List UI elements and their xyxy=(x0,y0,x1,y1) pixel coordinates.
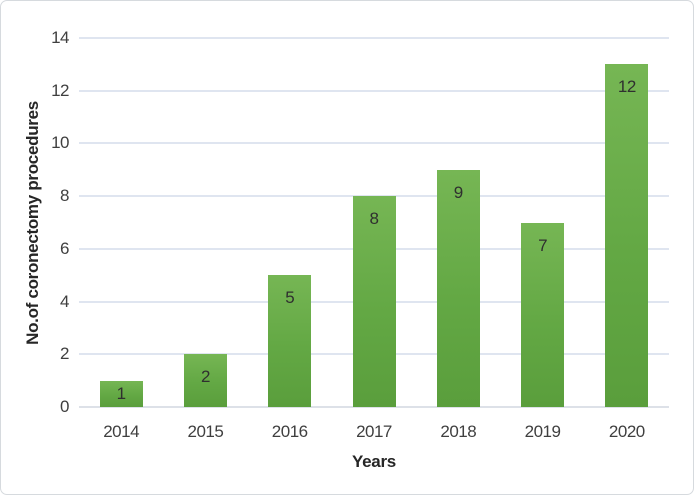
x-tick-label-2015: 2015 xyxy=(187,422,224,441)
x-axis-title: Years xyxy=(352,452,396,471)
bar-value-label: 12 xyxy=(617,77,636,97)
bar-2018: 9 xyxy=(436,169,480,407)
y-axis-title: No.of coronectomy procedures xyxy=(23,100,42,345)
y-tick-label-6: 6 xyxy=(60,238,69,258)
gridline-y-0 xyxy=(79,406,669,408)
x-tick-label-2014: 2014 xyxy=(103,422,140,441)
bar-2016: 5 xyxy=(268,275,312,407)
x-tick-label-2016: 2016 xyxy=(271,422,308,441)
x-tick-label-2017: 2017 xyxy=(356,422,392,441)
x-tick-label-2019: 2019 xyxy=(524,422,561,441)
bar-2019: 7 xyxy=(521,222,565,407)
bar-value-label: 7 xyxy=(538,235,548,255)
bar-2015: 2 xyxy=(183,354,227,407)
bar-value-label: 9 xyxy=(453,182,463,202)
bar-value-label: 1 xyxy=(116,383,126,403)
y-tick-label-8: 8 xyxy=(60,186,69,206)
bar-2014: 1 xyxy=(99,380,143,407)
y-tick-label-0: 0 xyxy=(60,397,69,416)
gridline-y-12 xyxy=(79,89,669,92)
y-tick-label-2: 2 xyxy=(60,344,69,364)
y-tick-label-12: 12 xyxy=(51,80,69,100)
gridline-y-14 xyxy=(79,37,669,39)
y-tick-label-4: 4 xyxy=(60,291,69,311)
x-tick-label-2018: 2018 xyxy=(440,422,477,441)
y-tick-label-10: 10 xyxy=(51,133,69,153)
x-tick-label-2020: 2020 xyxy=(608,422,645,441)
bar-2017: 8 xyxy=(352,196,396,407)
bar-value-label: 2 xyxy=(200,367,210,387)
bar-2020: 12 xyxy=(605,64,649,407)
y-tick-label-14: 14 xyxy=(51,28,69,47)
bar-value-label: 8 xyxy=(369,209,379,229)
bar-value-label: 5 xyxy=(285,288,295,308)
gridline-y-10 xyxy=(79,142,669,145)
